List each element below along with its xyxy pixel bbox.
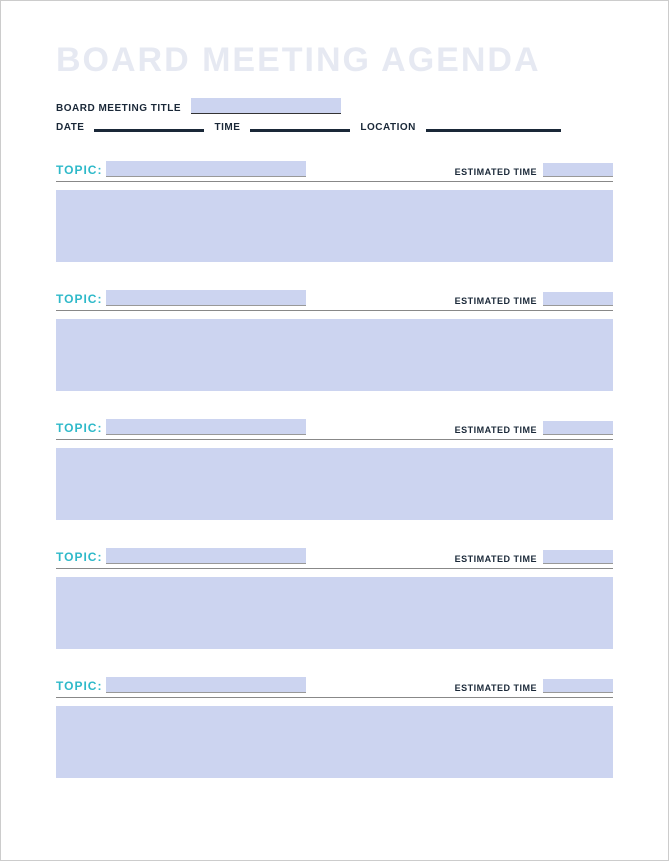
topic-field[interactable] xyxy=(106,548,306,564)
topic-section: TOPIC: ESTIMATED TIME xyxy=(56,419,613,520)
location-field[interactable] xyxy=(426,129,561,132)
estimated-time-label: ESTIMATED TIME xyxy=(455,296,537,306)
estimated-time-label: ESTIMATED TIME xyxy=(455,683,537,693)
topic-content-area[interactable] xyxy=(56,448,613,520)
estimated-time-label: ESTIMATED TIME xyxy=(455,425,537,435)
estimated-time-field[interactable] xyxy=(543,550,613,564)
header-row-2: DATE TIME LOCATION xyxy=(56,122,613,133)
meeting-title-field[interactable] xyxy=(191,98,341,114)
topic-section: TOPIC: ESTIMATED TIME xyxy=(56,677,613,778)
estimated-time-field[interactable] xyxy=(543,679,613,693)
date-label: DATE xyxy=(56,122,84,133)
topic-content-area[interactable] xyxy=(56,190,613,262)
time-label: TIME xyxy=(214,122,240,133)
header-row-1: BOARD MEETING TITLE xyxy=(56,98,613,114)
topic-divider xyxy=(56,568,613,569)
topic-section: TOPIC: ESTIMATED TIME xyxy=(56,161,613,262)
meeting-title-label: BOARD MEETING TITLE xyxy=(56,103,181,114)
topic-content-area[interactable] xyxy=(56,577,613,649)
topic-section: TOPIC: ESTIMATED TIME xyxy=(56,290,613,391)
topic-header: TOPIC: ESTIMATED TIME xyxy=(56,161,613,177)
location-label: LOCATION xyxy=(360,122,415,133)
topic-header: TOPIC: ESTIMATED TIME xyxy=(56,677,613,693)
topic-label: TOPIC: xyxy=(56,550,102,564)
date-field[interactable] xyxy=(94,129,204,132)
estimated-time-field[interactable] xyxy=(543,421,613,435)
estimated-time-field[interactable] xyxy=(543,163,613,177)
topic-header: TOPIC: ESTIMATED TIME xyxy=(56,419,613,435)
topic-divider xyxy=(56,697,613,698)
estimated-time-label: ESTIMATED TIME xyxy=(455,167,537,177)
topic-content-area[interactable] xyxy=(56,706,613,778)
topic-section: TOPIC: ESTIMATED TIME xyxy=(56,548,613,649)
page-title: BOARD MEETING AGENDA xyxy=(56,41,613,80)
estimated-time-field[interactable] xyxy=(543,292,613,306)
topic-label: TOPIC: xyxy=(56,163,102,177)
time-field[interactable] xyxy=(250,129,350,132)
topic-label: TOPIC: xyxy=(56,292,102,306)
topic-header: TOPIC: ESTIMATED TIME xyxy=(56,548,613,564)
topic-label: TOPIC: xyxy=(56,679,102,693)
topic-field[interactable] xyxy=(106,161,306,177)
estimated-time-label: ESTIMATED TIME xyxy=(455,554,537,564)
topic-field[interactable] xyxy=(106,419,306,435)
topic-header: TOPIC: ESTIMATED TIME xyxy=(56,290,613,306)
topic-divider xyxy=(56,310,613,311)
topic-label: TOPIC: xyxy=(56,421,102,435)
topic-field[interactable] xyxy=(106,290,306,306)
topic-content-area[interactable] xyxy=(56,319,613,391)
topic-divider xyxy=(56,439,613,440)
topic-divider xyxy=(56,181,613,182)
topic-field[interactable] xyxy=(106,677,306,693)
